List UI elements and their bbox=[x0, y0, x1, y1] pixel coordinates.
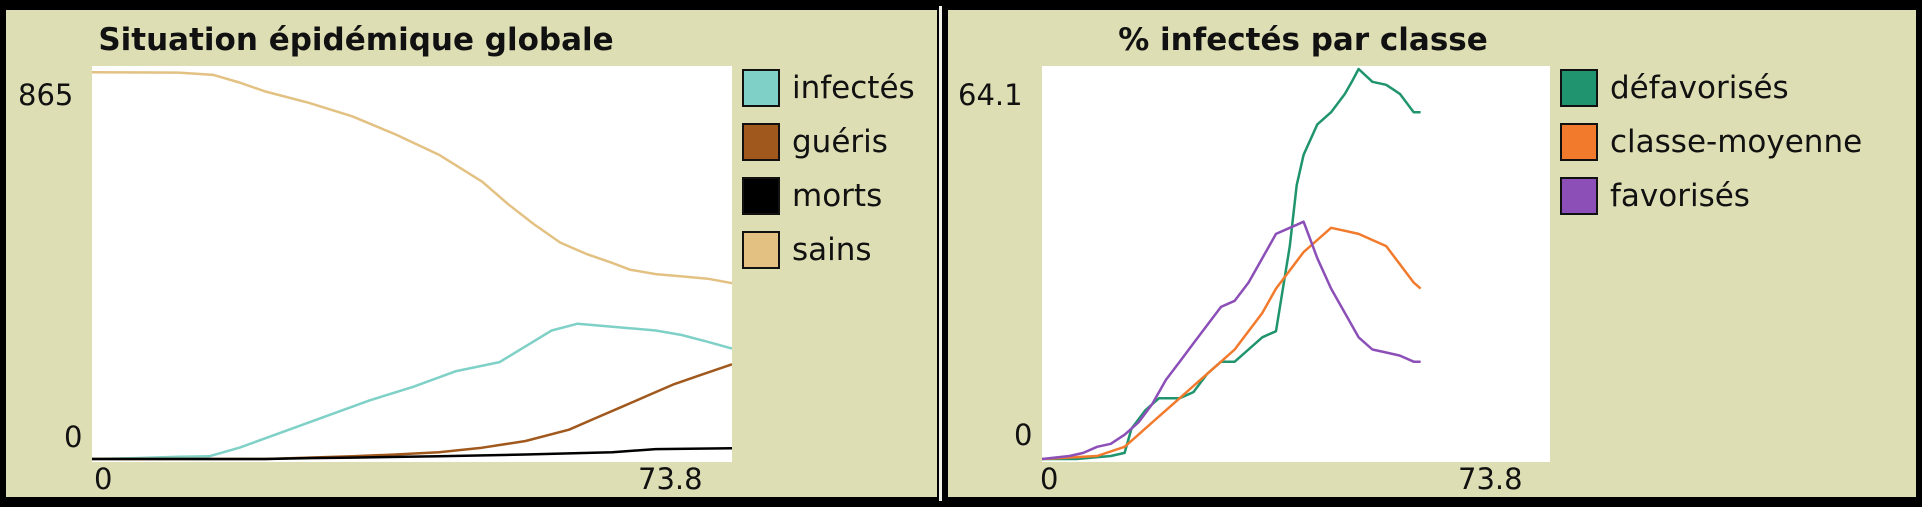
legend-label: classe-moyenne bbox=[1610, 124, 1863, 160]
plot-panel-by-class: % infectés par classe 64.1 0 0 73.8 défa… bbox=[948, 10, 1916, 497]
y-min-tick: 0 bbox=[64, 420, 83, 454]
legend-label: favorisés bbox=[1610, 178, 1750, 214]
legend-item: sains bbox=[742, 230, 872, 270]
legend-swatch bbox=[742, 177, 780, 215]
legend-item: défavorisés bbox=[1560, 68, 1789, 108]
x-max-tick: 73.8 bbox=[1458, 462, 1523, 496]
x-max-tick: 73.8 bbox=[638, 462, 703, 496]
legend-item: favorisés bbox=[1560, 176, 1750, 216]
x-min-tick: 0 bbox=[1040, 462, 1059, 496]
legend-label: infectés bbox=[792, 70, 915, 106]
plot-area bbox=[92, 66, 732, 462]
legend-swatch bbox=[1560, 123, 1598, 161]
series-line bbox=[1042, 220, 1421, 461]
legend-label: sains bbox=[792, 232, 872, 268]
y-min-tick: 0 bbox=[1014, 418, 1033, 452]
y-max-tick: 64.1 bbox=[958, 78, 1023, 112]
plot-panel-global: Situation épidémique globale 865 0 0 73.… bbox=[6, 10, 937, 497]
legend-label: guéris bbox=[792, 124, 888, 160]
legend-label: morts bbox=[792, 178, 883, 214]
legend-swatch bbox=[742, 231, 780, 269]
series-line bbox=[92, 322, 732, 461]
line-chart bbox=[92, 70, 732, 461]
series-line bbox=[1042, 67, 1421, 461]
legend-item: guéris bbox=[742, 122, 888, 162]
x-min-tick: 0 bbox=[94, 462, 113, 496]
legend-swatch bbox=[742, 69, 780, 107]
legend-label: défavorisés bbox=[1610, 70, 1789, 106]
legend-item: morts bbox=[742, 176, 882, 216]
panel-divider bbox=[939, 6, 942, 501]
series-line bbox=[92, 70, 732, 285]
legend-swatch bbox=[742, 123, 780, 161]
y-max-tick: 865 bbox=[18, 78, 74, 112]
series-line bbox=[1042, 226, 1422, 461]
series-line bbox=[92, 363, 732, 461]
chart-title: Situation épidémique globale bbox=[98, 22, 614, 58]
legend-swatch bbox=[1560, 69, 1598, 107]
chart-title: % infectés par classe bbox=[1118, 22, 1488, 58]
legend-swatch bbox=[1560, 177, 1598, 215]
plot-area bbox=[1042, 66, 1550, 462]
line-chart bbox=[1042, 67, 1422, 461]
series-line bbox=[92, 446, 732, 461]
legend-item: classe-moyenne bbox=[1560, 122, 1862, 162]
legend-item: infectés bbox=[742, 68, 915, 108]
